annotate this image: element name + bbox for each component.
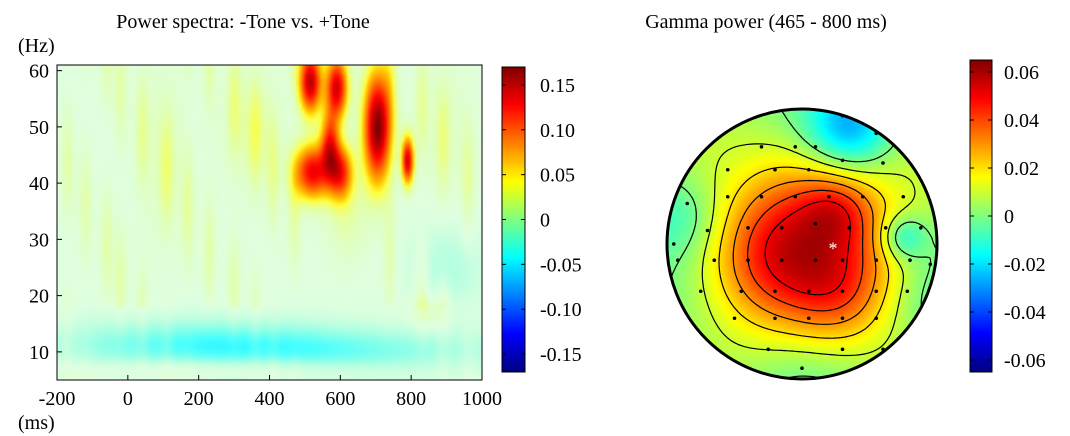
electrode-dot [739, 289, 744, 294]
electrode-dot [779, 258, 784, 263]
electrode-dot [793, 145, 798, 149]
colorbar-tick-label: 0 [1004, 206, 1014, 228]
electrode-dot [806, 167, 811, 172]
electrode-dot [840, 316, 845, 321]
electrode-dot [905, 289, 910, 294]
electrode-dot [725, 167, 730, 172]
electrode-dot [746, 226, 750, 230]
electrode-dot [874, 258, 879, 263]
y-tick-label: 40 [29, 173, 49, 195]
electrode-dot [840, 289, 845, 294]
colorbar-tick-label: 0 [540, 210, 550, 232]
y-tick-label: 20 [29, 286, 49, 308]
electrode-dot [759, 145, 764, 149]
colorbar-tick-label: -0.15 [540, 344, 582, 366]
x-tick-label: 0 [123, 388, 133, 410]
electrode-dot [779, 226, 784, 230]
x-tick-label: -200 [39, 388, 76, 410]
electrode-dot [773, 289, 777, 294]
y-tick-label: 10 [29, 342, 49, 364]
electrode-dot [813, 221, 818, 226]
electrode-dot [840, 347, 845, 352]
colorbar-tick-label: 0.05 [540, 165, 575, 187]
contour-line [718, 166, 890, 339]
electrode-dot [847, 226, 852, 230]
spectrogram-image [57, 65, 482, 380]
left-chart-title: Power spectra: -Tone vs. +Tone [116, 11, 370, 33]
left-colorbar-image [502, 67, 525, 372]
x-tick-label: 600 [325, 388, 355, 410]
colorbar-tick-label: 0.02 [1004, 158, 1039, 180]
electrode-dot [746, 258, 750, 263]
electrode-dot [840, 158, 845, 163]
x-tick-label: 800 [396, 388, 426, 410]
electrode-dot [908, 258, 912, 263]
electrode-dot [928, 262, 933, 267]
electrode-dot [766, 347, 771, 352]
electrode-dot [773, 167, 777, 172]
electrode-dot [800, 366, 804, 371]
topography-image [667, 109, 937, 379]
left-y-axis-label: (Hz) [18, 35, 55, 57]
electrode-dot [773, 316, 777, 321]
electrode-dot [685, 201, 690, 206]
electrode-dot [881, 161, 885, 165]
electrode-dot [901, 194, 906, 199]
left-colorbar-ticks: 0.15 0.10 0.05 0 -0.05 -0.10 -0.15 [502, 75, 582, 366]
contour-line [701, 143, 916, 357]
electrode-dot [919, 226, 923, 230]
electrode-dot [712, 258, 717, 263]
electrode-dot [705, 228, 710, 233]
head-outline [665, 107, 939, 381]
colorbar-tick-label: -0.04 [1004, 302, 1046, 324]
electrode-dot [883, 226, 888, 230]
electrode-dot [759, 194, 764, 199]
topography-contours [667, 109, 937, 379]
contour-line [732, 179, 877, 325]
y-tick-label: 50 [29, 117, 49, 139]
contour-line [747, 189, 864, 312]
colorbar-tick-label: -0.02 [1004, 254, 1046, 276]
marked-electrode-star: * [829, 238, 838, 258]
contour-line [764, 200, 851, 296]
electrode-dot [874, 316, 879, 321]
electrode-dot [813, 145, 818, 149]
electrode-dot [806, 289, 811, 294]
left-axis-ticks: -200 0 200 400 600 800 1000 10 20 30 40 50 60 [29, 61, 502, 410]
y-tick-label: 60 [29, 61, 49, 83]
colorbar-tick-label: 0.10 [540, 120, 575, 142]
x-tick-label: 400 [255, 388, 285, 410]
electrode-dot [725, 194, 730, 199]
colorbar-tick-label: -0.06 [1004, 350, 1046, 372]
electrode-dot [860, 194, 865, 199]
left-x-axis-label: (ms) [18, 412, 55, 434]
colorbar-tick-label: -0.05 [540, 254, 582, 276]
colorbar-tick-label: -0.10 [540, 299, 582, 321]
right-colorbar-ticks: 0.06 0.04 0.02 0 -0.02 -0.04 -0.06 [970, 62, 1046, 372]
colorbar-tick-label: 0.15 [540, 75, 575, 97]
electrode-dot [827, 194, 831, 199]
electrode-dot [806, 316, 811, 321]
x-tick-label: 1000 [462, 388, 502, 410]
right-colorbar-image [970, 60, 992, 372]
electrode-dot [732, 316, 737, 321]
electrode-dot [840, 258, 845, 263]
electrode-dot [676, 258, 680, 263]
electrode-dot [874, 289, 879, 294]
y-tick-label: 30 [29, 229, 49, 251]
electrode-dot [793, 194, 798, 199]
right-chart-title: Gamma power (465 - 800 ms) [645, 11, 887, 33]
colorbar-tick-label: 0.06 [1004, 62, 1039, 84]
colorbar-tick-label: 0.04 [1004, 110, 1039, 132]
electrode-dot [813, 258, 818, 263]
electrode-dot [698, 289, 703, 294]
electrode-dot [671, 242, 676, 246]
x-tick-label: 200 [184, 388, 214, 410]
